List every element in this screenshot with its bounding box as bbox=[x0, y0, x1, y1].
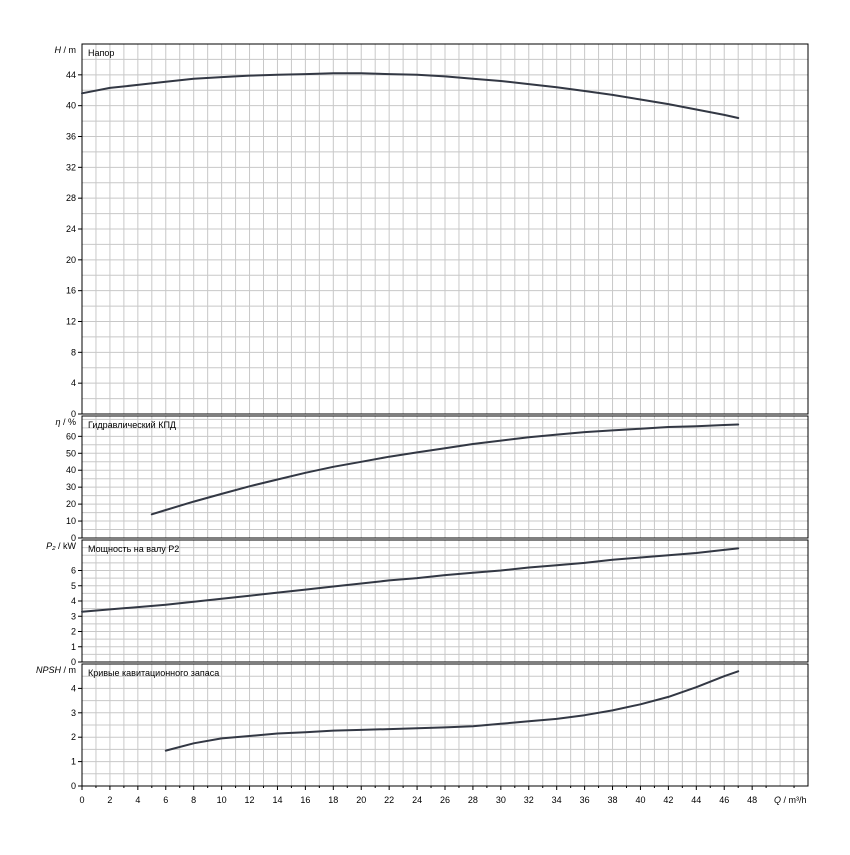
y-tick-label: 30 bbox=[66, 482, 76, 492]
panel-title: Мощность на валу P2 bbox=[88, 544, 179, 554]
x-tick-label: 48 bbox=[747, 795, 757, 805]
x-tick-label: 34 bbox=[552, 795, 562, 805]
x-tick-label: 32 bbox=[524, 795, 534, 805]
y-tick-label: 4 bbox=[71, 683, 76, 693]
series-line-efficiency bbox=[150, 423, 740, 516]
y-tick-label: 32 bbox=[66, 162, 76, 172]
y-tick-label: 40 bbox=[66, 465, 76, 475]
panel-npsh: 0 1 2 3 4 NPSH / m Кривые кавитационного запас… bbox=[36, 663, 809, 791]
y-tick-label: 24 bbox=[66, 224, 76, 234]
y-tick-label: 12 bbox=[66, 317, 76, 327]
y-tick-label: 3 bbox=[71, 708, 76, 718]
x-tick-label: 30 bbox=[496, 795, 506, 805]
y-tick-label: 4 bbox=[71, 378, 76, 388]
x-axis: 0 2 4 6 8 10 12 14 16 18 20 22 24 26 28 30 32 34 36 38 40 42 4… bbox=[79, 786, 807, 805]
y-tick-label: 40 bbox=[66, 101, 76, 111]
x-axis-label: Q / m³/h bbox=[774, 795, 807, 805]
x-tick-label: 40 bbox=[635, 795, 645, 805]
x-tick-label: 8 bbox=[191, 795, 196, 805]
x-tick-label: 4 bbox=[135, 795, 140, 805]
y-tick-label: 1 bbox=[71, 642, 76, 652]
y-tick-label: 44 bbox=[66, 70, 76, 80]
x-tick-label: 6 bbox=[163, 795, 168, 805]
y-axis-symbol: η bbox=[55, 417, 60, 427]
x-tick-label: 46 bbox=[719, 795, 729, 805]
y-axis-unit: / kW bbox=[56, 541, 77, 551]
y-axis-label: NPSH / m bbox=[36, 665, 76, 675]
y-tick-label: 0 bbox=[71, 657, 76, 667]
x-tick-label: 36 bbox=[580, 795, 590, 805]
series-line-npsh bbox=[164, 670, 740, 752]
y-axis-symbol: H bbox=[55, 45, 62, 55]
x-tick-label: 28 bbox=[468, 795, 478, 805]
panel-frame bbox=[81, 415, 809, 539]
y-axis-unit: / % bbox=[60, 417, 76, 427]
x-tick-label: 16 bbox=[300, 795, 310, 805]
x-tick-label: 18 bbox=[328, 795, 338, 805]
x-axis-unit: / m³/h bbox=[781, 795, 807, 805]
panel-efficiency: 0 10 20 30 40 50 60 η / % Гидравлический КПД bbox=[55, 415, 809, 543]
x-tick-label: 2 bbox=[107, 795, 112, 805]
y-axis-symbol: P₂ bbox=[46, 541, 56, 551]
y-tick-label: 36 bbox=[66, 132, 76, 142]
x-tick-label: 0 bbox=[79, 795, 84, 805]
y-tick-label: 60 bbox=[66, 431, 76, 441]
x-tick-label: 26 bbox=[440, 795, 450, 805]
y-tick-label: 0 bbox=[71, 409, 76, 419]
panel-title: Кривые кавитационного запаса bbox=[88, 668, 219, 678]
y-tick-label: 20 bbox=[66, 255, 76, 265]
y-axis-label: η / % bbox=[55, 417, 76, 427]
y-axis-label: P₂ / kW bbox=[46, 541, 76, 551]
y-axis-label: H / m bbox=[55, 45, 77, 55]
x-tick-label: 22 bbox=[384, 795, 394, 805]
x-tick-label: 10 bbox=[217, 795, 227, 805]
x-tick-label: 44 bbox=[691, 795, 701, 805]
y-tick-label: 0 bbox=[71, 781, 76, 791]
y-axis-symbol: NPSH bbox=[36, 665, 62, 675]
x-tick-label: 42 bbox=[663, 795, 673, 805]
x-tick-label: 14 bbox=[272, 795, 282, 805]
y-tick-label: 3 bbox=[71, 611, 76, 621]
panel-head: 0 4 8 12 16 20 24 28 32 36 40 44 H / m Напор bbox=[55, 43, 809, 419]
x-axis-symbol: Q bbox=[774, 795, 781, 805]
y-axis-unit: / m bbox=[61, 45, 76, 55]
series-line-power bbox=[81, 547, 740, 613]
y-tick-label: 2 bbox=[71, 732, 76, 742]
y-tick-label: 8 bbox=[71, 347, 76, 357]
panel-title: Напор bbox=[88, 48, 114, 58]
series-line-head bbox=[81, 72, 740, 119]
y-tick-label: 10 bbox=[66, 516, 76, 526]
x-tick-label: 12 bbox=[245, 795, 255, 805]
y-tick-label: 0 bbox=[71, 533, 76, 543]
y-tick-label: 28 bbox=[66, 193, 76, 203]
y-tick-label: 50 bbox=[66, 448, 76, 458]
x-tick-label: 20 bbox=[356, 795, 366, 805]
panel-title: Гидравлический КПД bbox=[88, 420, 176, 430]
x-tick-label: 38 bbox=[608, 795, 618, 805]
y-tick-label: 5 bbox=[71, 581, 76, 591]
y-tick-label: 1 bbox=[71, 757, 76, 767]
panel-power: 0 1 2 3 4 5 6 P₂ / kW Мощность на валу P2 bbox=[46, 539, 809, 667]
y-axis-unit: / m bbox=[61, 665, 76, 675]
x-tick-label: 24 bbox=[412, 795, 422, 805]
y-tick-label: 6 bbox=[71, 566, 76, 576]
y-tick-label: 20 bbox=[66, 499, 76, 509]
y-tick-label: 2 bbox=[71, 627, 76, 637]
y-tick-label: 16 bbox=[66, 286, 76, 296]
y-tick-label: 4 bbox=[71, 596, 76, 606]
